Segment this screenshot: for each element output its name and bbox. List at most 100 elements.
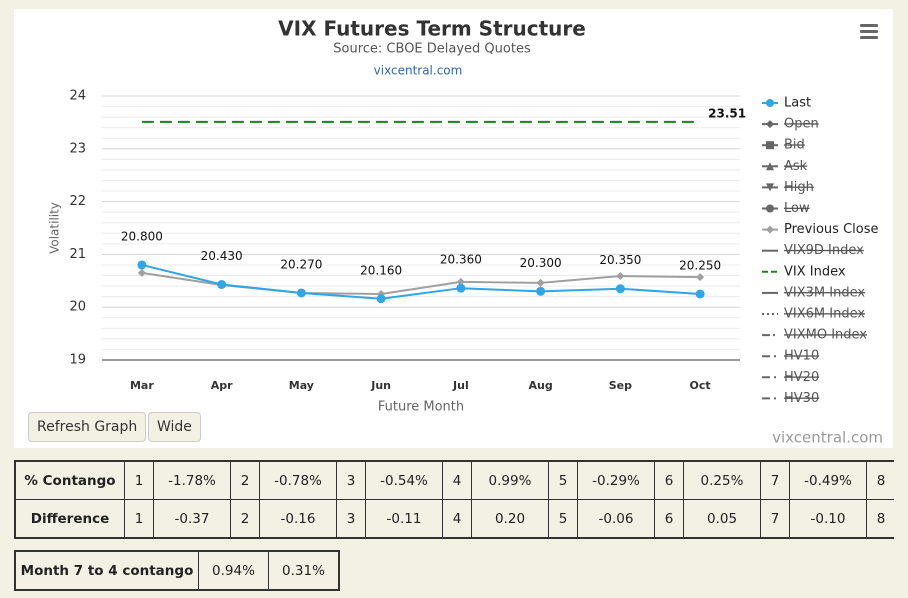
table-cell: -0.29% bbox=[577, 460, 655, 500]
data-label: 20.160 bbox=[360, 263, 402, 277]
y-tick-label: 21 bbox=[69, 247, 86, 262]
table-cell: -0.49% bbox=[789, 460, 867, 500]
table-cell: % Contango bbox=[14, 460, 125, 500]
point bbox=[137, 268, 146, 277]
table-cell: 4 bbox=[442, 499, 472, 539]
table-cell: -0.54% bbox=[365, 460, 443, 500]
menu-bar bbox=[860, 30, 878, 33]
chart-subtitle: Source: CBOE Delayed Quotes bbox=[333, 42, 531, 57]
legend-item[interactable]: VIX3M Index bbox=[762, 285, 865, 300]
point bbox=[296, 288, 306, 298]
x-tick-label: Jul bbox=[452, 379, 469, 392]
legend-label: High bbox=[784, 180, 814, 195]
table-cell: 2 bbox=[230, 460, 260, 500]
legend-label: Last bbox=[784, 96, 811, 111]
table-cell: 1 bbox=[124, 499, 154, 539]
wide-button[interactable]: Wide bbox=[148, 412, 201, 442]
table-cell: 8 bbox=[866, 460, 894, 500]
legend-label: HV20 bbox=[784, 370, 819, 385]
legend-label: VIX9D Index bbox=[784, 243, 864, 258]
table-cell: 0.31% bbox=[268, 550, 340, 591]
contango-table-wrap: % Contango 1 -1.78% 2 -0.78% 3 -0.54% 4 0.99% 5 -0… bbox=[14, 460, 894, 540]
table-cell: -0.16 bbox=[259, 499, 337, 539]
y-axis-title: Volatility bbox=[48, 202, 62, 254]
table-row: Month 7 to 4 contango 0.94% 0.31% bbox=[14, 550, 340, 591]
table-cell: Difference bbox=[14, 499, 125, 539]
legend-label: VIX6M Index bbox=[784, 307, 865, 322]
legend-label: HV30 bbox=[784, 391, 819, 406]
table-cell: -0.11 bbox=[365, 499, 443, 539]
table-cell: 3 bbox=[336, 460, 366, 500]
table-cell: -0.10 bbox=[789, 499, 867, 539]
table-cell: 0.20 bbox=[471, 499, 549, 539]
legend-label: Previous Close bbox=[784, 222, 879, 237]
legend-item[interactable]: Bid bbox=[762, 138, 805, 153]
refresh-button[interactable]: Refresh Graph bbox=[28, 412, 147, 442]
legend-item[interactable]: Previous Close bbox=[762, 222, 879, 237]
point bbox=[137, 260, 147, 270]
legend-item[interactable]: VIX9D Index bbox=[762, 243, 864, 258]
x-tick-label: Jun bbox=[370, 379, 391, 392]
table-cell: 3 bbox=[336, 499, 366, 539]
table-cell: 0.05 bbox=[683, 499, 761, 539]
point bbox=[766, 225, 774, 234]
legend-label: Low bbox=[784, 201, 810, 216]
legend-item[interactable]: High bbox=[762, 180, 814, 195]
table-cell: 2 bbox=[230, 499, 260, 539]
table-cell: 0.99% bbox=[471, 460, 549, 500]
x-axis-title: Future Month bbox=[378, 400, 464, 415]
chart-container: VIX Futures Term Structure Source: CBOE D… bbox=[14, 9, 893, 448]
table-cell: Month 7 to 4 contango bbox=[14, 550, 199, 591]
chart-title: VIX Futures Term Structure bbox=[278, 17, 586, 41]
table-cell: 6 bbox=[654, 499, 684, 539]
legend-item[interactable]: Last bbox=[762, 96, 811, 111]
menu-icon[interactable] bbox=[860, 24, 878, 39]
legend-item[interactable]: VIX6M Index bbox=[762, 307, 865, 322]
month-contango-table: Month 7 to 4 contango 0.94% 0.31% bbox=[14, 550, 340, 591]
series-line bbox=[141, 263, 701, 300]
x-tick-label: Sep bbox=[609, 379, 632, 392]
y-tick-label: 22 bbox=[69, 194, 86, 209]
legend-label: Ask bbox=[784, 159, 808, 174]
legend-item[interactable]: Ask bbox=[762, 159, 808, 174]
data-label: 20.250 bbox=[679, 259, 721, 273]
point bbox=[766, 99, 774, 107]
contango-table: % Contango 1 -1.78% 2 -0.78% 3 -0.54% 4 0.99% 5 -0… bbox=[14, 460, 894, 539]
table-cell: -1.78% bbox=[153, 460, 231, 500]
table-cell: 7 bbox=[760, 499, 790, 539]
point bbox=[766, 120, 774, 129]
end-label: 23.51 bbox=[708, 106, 746, 120]
legend-item[interactable]: Open bbox=[762, 117, 819, 132]
legend-label: VIXMO Index bbox=[784, 328, 867, 343]
legend-item[interactable]: HV10 bbox=[762, 349, 819, 364]
legend-item[interactable]: Low bbox=[762, 201, 810, 216]
data-label: 20.360 bbox=[440, 253, 482, 267]
legend-label: VIX3M Index bbox=[784, 285, 865, 300]
data-label: 20.270 bbox=[280, 257, 322, 271]
table-cell: 7 bbox=[760, 460, 790, 500]
source-link: vixcentral.com bbox=[374, 64, 463, 78]
menu-bar bbox=[860, 36, 878, 39]
table-row: Difference 1 -0.37 2 -0.16 3 -0.11 4 0.20 5 -0.06 6… bbox=[14, 499, 894, 539]
table-cell: 0.94% bbox=[198, 550, 269, 591]
legend-item[interactable]: HV20 bbox=[762, 370, 819, 385]
point bbox=[766, 204, 774, 213]
x-tick-label: Mar bbox=[130, 379, 154, 392]
legend-item[interactable]: VIXMO Index bbox=[762, 328, 867, 343]
x-tick-label: Aug bbox=[529, 379, 553, 392]
legend-label: Open bbox=[784, 117, 819, 132]
point bbox=[217, 279, 227, 289]
table-cell: 5 bbox=[548, 499, 578, 539]
legend-item[interactable]: HV30 bbox=[762, 391, 819, 406]
y-tick-label: 19 bbox=[69, 353, 86, 368]
legend-label: VIX Index bbox=[784, 264, 846, 279]
point bbox=[766, 162, 774, 171]
point bbox=[376, 294, 386, 304]
legend-item[interactable]: VIX Index bbox=[762, 264, 846, 279]
point bbox=[616, 272, 625, 281]
table-cell: -0.78% bbox=[259, 460, 337, 500]
data-label: 20.300 bbox=[520, 256, 562, 270]
point bbox=[696, 273, 705, 282]
